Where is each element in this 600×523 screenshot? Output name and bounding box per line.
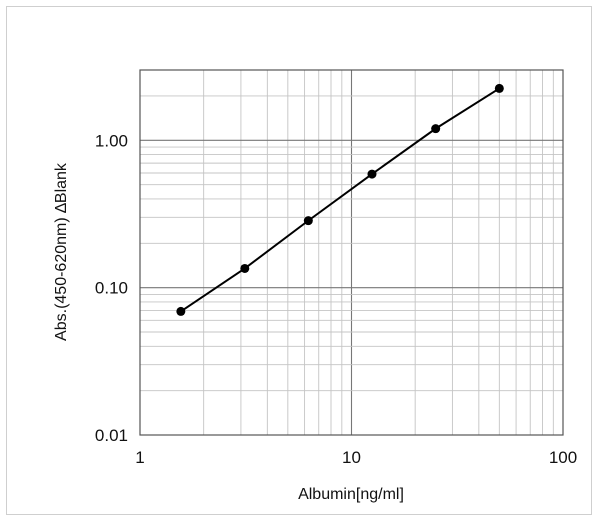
y-tick-labels: 0.01 0.10 1.00	[95, 131, 128, 445]
y-tick-label: 1.00	[95, 131, 128, 150]
series-line	[181, 88, 499, 311]
y-tick-label: 0.01	[95, 426, 128, 445]
grid-lines	[140, 70, 563, 435]
y-tick-label: 0.10	[95, 279, 128, 298]
x-tick-label: 100	[549, 448, 577, 467]
x-tick-label: 10	[342, 448, 361, 467]
y-axis-label: Abs.(450-620nm) ∆Blank	[53, 162, 70, 341]
data-point	[495, 84, 504, 93]
data-point	[367, 170, 376, 179]
data-point	[240, 264, 249, 273]
x-tick-label: 1	[135, 448, 144, 467]
data-point	[304, 216, 313, 225]
x-tick-labels: 1 10 100	[135, 448, 577, 467]
x-axis-label: Albumin[ng/ml]	[298, 486, 404, 503]
data-point	[176, 307, 185, 316]
series-group	[176, 84, 503, 316]
data-point	[431, 124, 440, 133]
